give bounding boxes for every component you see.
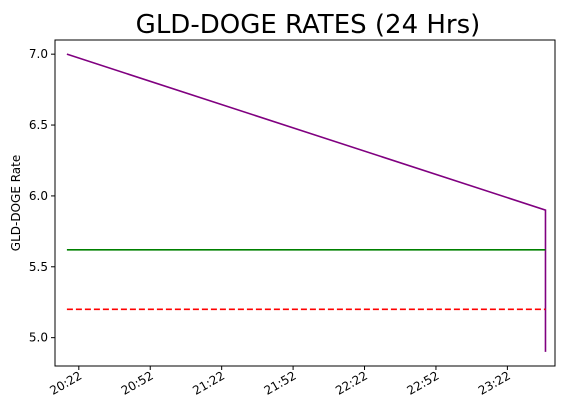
y-axis-label: GLD-DOGE Rate bbox=[9, 155, 23, 251]
x-tick-label: 20:52 bbox=[119, 368, 156, 397]
y-tick-label: 6.5 bbox=[29, 118, 48, 132]
x-tick-label: 22:22 bbox=[333, 368, 370, 397]
chart-title: GLD-DOGE RATES (24 Hrs) bbox=[136, 10, 481, 40]
ticks-layer: 5.0 5.5 6.0 6.5 7.0 20:22 20:52 21:22 21:52 22:22… bbox=[29, 47, 513, 398]
y-tick-label: 6.0 bbox=[29, 189, 48, 203]
x-tick-label: 21:22 bbox=[190, 368, 227, 397]
x-tick-label: 22:52 bbox=[404, 368, 441, 397]
y-tick-label: 7.0 bbox=[29, 47, 48, 61]
series-layer bbox=[66, 53, 547, 352]
x-tick-label: 23:22 bbox=[476, 368, 513, 397]
y-tick-label: 5.0 bbox=[29, 331, 48, 345]
plot-frame bbox=[54, 39, 556, 367]
x-tick-label: 21:52 bbox=[262, 368, 299, 397]
series-line-1 bbox=[66, 53, 547, 352]
x-tick-label: 20:22 bbox=[47, 368, 84, 397]
y-tick-label: 5.5 bbox=[29, 260, 48, 274]
